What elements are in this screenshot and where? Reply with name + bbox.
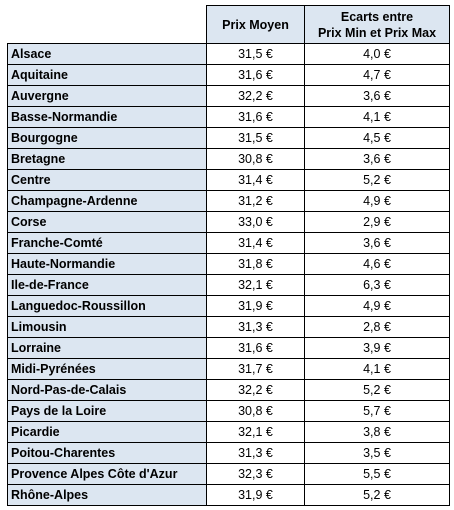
- table-row: Limousin 31,3 €2,8 €: [7, 316, 450, 338]
- table-row: Rhône-Alpes 31,9 €5,2 €: [7, 484, 450, 506]
- ecart-cell: 4,9 €: [304, 295, 450, 317]
- prix-moyen-cell: 31,7 €: [206, 358, 305, 380]
- table-row: Aquitaine 31,6 €4,7 €: [7, 64, 450, 86]
- prix-moyen-cell: 31,5 €: [206, 127, 305, 149]
- region-cell: Picardie: [7, 421, 207, 443]
- ecart-cell: 4,6 €: [304, 253, 450, 275]
- prix-moyen-cell: 31,5 €: [206, 43, 305, 65]
- ecart-cell: 4,1 €: [304, 106, 450, 128]
- prix-moyen-cell: 32,2 €: [206, 85, 305, 107]
- prix-moyen-cell: 31,6 €: [206, 64, 305, 86]
- prix-moyen-cell: 31,6 €: [206, 337, 305, 359]
- ecart-cell: 5,5 €: [304, 463, 450, 485]
- prix-moyen-cell: 32,3 €: [206, 463, 305, 485]
- table-row: Pays de la Loire 30,8 €5,7 €: [7, 400, 450, 422]
- header-prix-moyen: Prix Moyen: [206, 5, 305, 44]
- table-row: Bourgogne 31,5 €4,5 €: [7, 127, 450, 149]
- region-cell: Auvergne: [7, 85, 207, 107]
- ecart-cell: 3,5 €: [304, 442, 450, 464]
- prix-moyen-cell: 31,8 €: [206, 253, 305, 275]
- ecart-cell: 3,6 €: [304, 148, 450, 170]
- prix-moyen-cell: 32,1 €: [206, 421, 305, 443]
- region-cell: Provence Alpes Côte d'Azur: [7, 463, 207, 485]
- table-row: Franche-Comté 31,4 €3,6 €: [7, 232, 450, 254]
- region-cell: Nord-Pas-de-Calais: [7, 379, 207, 401]
- region-cell: Centre: [7, 169, 207, 191]
- ecart-cell: 4,7 €: [304, 64, 450, 86]
- ecart-cell: 5,2 €: [304, 169, 450, 191]
- ecart-cell: 3,6 €: [304, 85, 450, 107]
- table-row: Picardie 32,1 €3,8 €: [7, 421, 450, 443]
- table-row: Basse-Normandie 31,6 €4,1 €: [7, 106, 450, 128]
- prix-moyen-cell: 31,4 €: [206, 232, 305, 254]
- prix-moyen-cell: 31,2 €: [206, 190, 305, 212]
- price-table: Prix Moyen Ecarts entre Prix Min et Prix…: [7, 5, 450, 506]
- table-row: Corse 33,0 €2,9 €: [7, 211, 450, 233]
- prix-moyen-cell: 31,9 €: [206, 484, 305, 506]
- region-cell: Lorraine: [7, 337, 207, 359]
- region-cell: Midi-Pyrénées: [7, 358, 207, 380]
- table-row: Auvergne 32,2 €3,6 €: [7, 85, 450, 107]
- table-row: Ile-de-France 32,1 €6,3 €: [7, 274, 450, 296]
- table-row: Lorraine 31,6 €3,9 €: [7, 337, 450, 359]
- prix-moyen-cell: 32,2 €: [206, 379, 305, 401]
- ecart-cell: 2,9 €: [304, 211, 450, 233]
- ecart-cell: 2,8 €: [304, 316, 450, 338]
- region-cell: Ile-de-France: [7, 274, 207, 296]
- header-row: Prix Moyen Ecarts entre Prix Min et Prix…: [7, 5, 450, 44]
- prix-moyen-cell: 31,6 €: [206, 106, 305, 128]
- region-cell: Bretagne: [7, 148, 207, 170]
- ecart-cell: 4,9 €: [304, 190, 450, 212]
- header-ecarts-line2: Prix Min et Prix Max: [317, 25, 437, 40]
- table-row: Languedoc-Roussillon 31,9 €4,9 €: [7, 295, 450, 317]
- region-cell: Basse-Normandie: [7, 106, 207, 128]
- prix-moyen-cell: 31,4 €: [206, 169, 305, 191]
- table-row: Poitou-Charentes 31,3 €3,5 €: [7, 442, 450, 464]
- region-cell: Poitou-Charentes: [7, 442, 207, 464]
- region-cell: Haute-Normandie: [7, 253, 207, 275]
- header-ecarts-line1: Ecarts entre: [340, 9, 414, 24]
- ecart-cell: 5,7 €: [304, 400, 450, 422]
- header-ecarts: Ecarts entre Prix Min et Prix Max: [304, 5, 450, 44]
- prix-moyen-cell: 31,3 €: [206, 316, 305, 338]
- prix-moyen-cell: 31,3 €: [206, 442, 305, 464]
- ecart-cell: 6,3 €: [304, 274, 450, 296]
- ecart-cell: 3,6 €: [304, 232, 450, 254]
- table-row: Alsace 31,5 €4,0 €: [7, 43, 450, 65]
- prix-moyen-cell: 30,8 €: [206, 400, 305, 422]
- region-cell: Languedoc-Roussillon: [7, 295, 207, 317]
- region-cell: Limousin: [7, 316, 207, 338]
- ecart-cell: 5,2 €: [304, 484, 450, 506]
- header-region-cell: [7, 5, 207, 44]
- ecart-cell: 5,2 €: [304, 379, 450, 401]
- table-body: Alsace 31,5 €4,0 € Aquitaine 31,6 €4,7 € Auv…: [7, 43, 450, 506]
- table-row: Centre 31,4 €5,2 €: [7, 169, 450, 191]
- prix-moyen-cell: 31,9 €: [206, 295, 305, 317]
- table-row: Haute-Normandie 31,8 €4,6 €: [7, 253, 450, 275]
- table-row: Champagne-Ardenne 31,2 €4,9 €: [7, 190, 450, 212]
- table-row: Provence Alpes Côte d'Azur 32,3 €5,5 €: [7, 463, 450, 485]
- ecart-cell: 4,5 €: [304, 127, 450, 149]
- table-row: Bretagne 30,8 €3,6 €: [7, 148, 450, 170]
- ecart-cell: 4,1 €: [304, 358, 450, 380]
- region-cell: Alsace: [7, 43, 207, 65]
- prix-moyen-cell: 30,8 €: [206, 148, 305, 170]
- region-cell: Franche-Comté: [7, 232, 207, 254]
- region-cell: Rhône-Alpes: [7, 484, 207, 506]
- table-row: Nord-Pas-de-Calais 32,2 €5,2 €: [7, 379, 450, 401]
- region-cell: Champagne-Ardenne: [7, 190, 207, 212]
- region-cell: Aquitaine: [7, 64, 207, 86]
- table-row: Midi-Pyrénées 31,7 €4,1 €: [7, 358, 450, 380]
- region-cell: Pays de la Loire: [7, 400, 207, 422]
- ecart-cell: 3,8 €: [304, 421, 450, 443]
- region-cell: Bourgogne: [7, 127, 207, 149]
- ecart-cell: 3,9 €: [304, 337, 450, 359]
- prix-moyen-cell: 33,0 €: [206, 211, 305, 233]
- region-cell: Corse: [7, 211, 207, 233]
- prix-moyen-cell: 32,1 €: [206, 274, 305, 296]
- ecart-cell: 4,0 €: [304, 43, 450, 65]
